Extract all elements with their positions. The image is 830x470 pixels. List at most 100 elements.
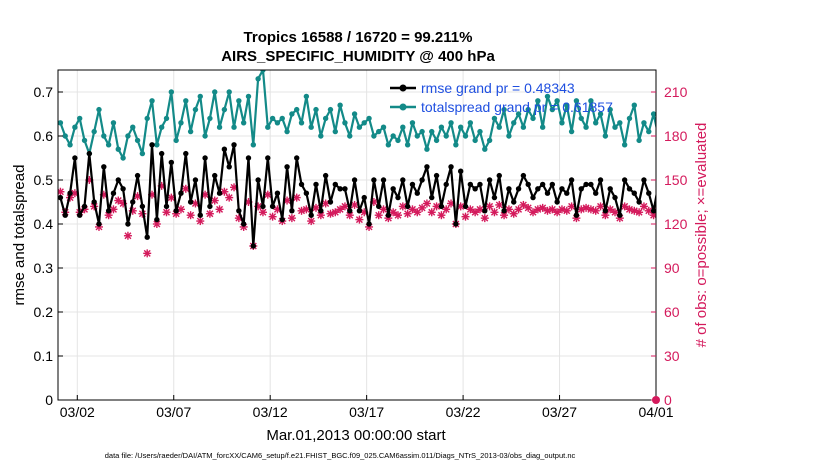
obs-marker: [485, 202, 494, 211]
totalspread-point: [554, 98, 560, 104]
obs-marker: [490, 208, 499, 217]
totalspread-point: [453, 142, 459, 148]
totalspread-point: [747, 138, 752, 143]
obs-marker-stroke: [776, 208, 782, 214]
obs-marker-stroke: [762, 211, 768, 217]
rmse-point: [453, 221, 459, 227]
obs-marker-stroke: [742, 203, 748, 209]
obs-marker: [741, 202, 749, 210]
obs-marker: [814, 211, 822, 219]
totalspread-point: [568, 128, 575, 135]
obs-marker-stroke: [795, 206, 801, 212]
totalspread-point: [67, 142, 73, 148]
obs-marker: [210, 196, 219, 205]
rmse-point: [641, 177, 647, 183]
obs-marker: [495, 200, 504, 209]
totalspread-point: [786, 120, 791, 125]
rmse-point: [530, 194, 536, 201]
totalspread-point: [395, 137, 401, 144]
rmse-point: [308, 212, 314, 218]
totalspread-point: [269, 115, 276, 122]
totalspread-point: [815, 116, 820, 121]
totalspread-point: [559, 120, 565, 126]
rmse-point: [482, 208, 488, 214]
obs-marker: [350, 200, 359, 209]
y-tick-label-right: 150: [664, 172, 688, 188]
rmse-point: [805, 186, 810, 191]
obs-marker: [292, 193, 301, 202]
totalspread-point: [250, 142, 257, 148]
y-tick-label-left: 0.6: [34, 128, 54, 144]
totalspread-point: [743, 129, 748, 134]
rmse-point: [197, 212, 203, 218]
totalspread-point: [419, 128, 425, 135]
obs-marker: [176, 205, 185, 214]
rmse-point: [491, 194, 498, 201]
obs-marker: [732, 205, 740, 213]
totalspread-point: [347, 133, 353, 139]
rmse-point: [231, 142, 237, 148]
totalspread-point: [390, 133, 396, 139]
rmse-point: [158, 150, 165, 157]
rmse-point: [255, 177, 261, 183]
rmse-point: [125, 221, 131, 227]
totalspread-point: [597, 111, 604, 117]
totalspread-point: [457, 124, 464, 130]
obs-marker-stroke: [733, 206, 739, 212]
y-tick-label-right: 30: [664, 348, 680, 364]
obs-marker: [225, 193, 234, 202]
totalspread-point: [154, 142, 160, 148]
rmse-point: [279, 216, 285, 223]
rmse-point: [216, 190, 223, 196]
rmse-point: [578, 186, 584, 192]
rmse-point: [767, 160, 772, 165]
totalspread-point: [511, 120, 517, 126]
totalspread-point: [101, 133, 107, 139]
obs-marker-stroke: [771, 206, 777, 212]
obs-marker-stroke: [800, 203, 806, 209]
rmse-point: [564, 190, 570, 196]
obs-marker: [379, 205, 388, 214]
rmse-point: [260, 203, 266, 210]
rmse-point: [298, 181, 305, 188]
obs-marker: [775, 207, 783, 215]
obs-marker-stroke: [718, 200, 724, 206]
rmse-point: [429, 194, 435, 201]
obs-marker-stroke: [737, 214, 743, 220]
obs-marker: [321, 199, 330, 208]
footnote: data file: /Users/raeder/DAI/ATM_forcXX/…: [105, 451, 576, 460]
obs-marker-stroke: [771, 206, 777, 212]
obs-marker-stroke: [742, 203, 748, 209]
rmse-point: [77, 212, 83, 218]
rmse-point: [347, 208, 353, 214]
rmse-point: [395, 194, 401, 201]
rmse-point: [371, 177, 377, 183]
obs-marker: [471, 208, 480, 217]
obs-marker: [756, 199, 764, 207]
obs-marker-stroke: [781, 212, 787, 218]
rmse-point: [781, 204, 786, 209]
totalspread-point: [443, 133, 449, 139]
obs-marker: [780, 211, 788, 219]
obs-marker-stroke: [723, 209, 729, 215]
totalspread-point: [685, 147, 690, 152]
totalspread-point: [404, 142, 411, 148]
totalspread-point: [810, 142, 815, 147]
totalspread-point: [655, 134, 656, 138]
obs-marker-stroke: [684, 209, 690, 215]
totalspread-point: [351, 111, 358, 117]
rmse-point: [62, 212, 68, 218]
rmse-point: [332, 181, 338, 188]
rmse-point: [313, 181, 319, 188]
rmse-point: [207, 203, 213, 210]
obs-marker-stroke: [810, 205, 816, 211]
rmse-point: [294, 155, 300, 161]
totalspread-point: [91, 128, 97, 135]
legend-spread-marker: [399, 103, 407, 111]
rmse-point: [168, 159, 175, 166]
rmse-point: [424, 164, 430, 170]
totalspread-point: [549, 106, 556, 113]
obs-marker: [205, 209, 214, 218]
obs-marker: [152, 220, 161, 228]
y-tick-label-right: 210: [664, 84, 688, 100]
